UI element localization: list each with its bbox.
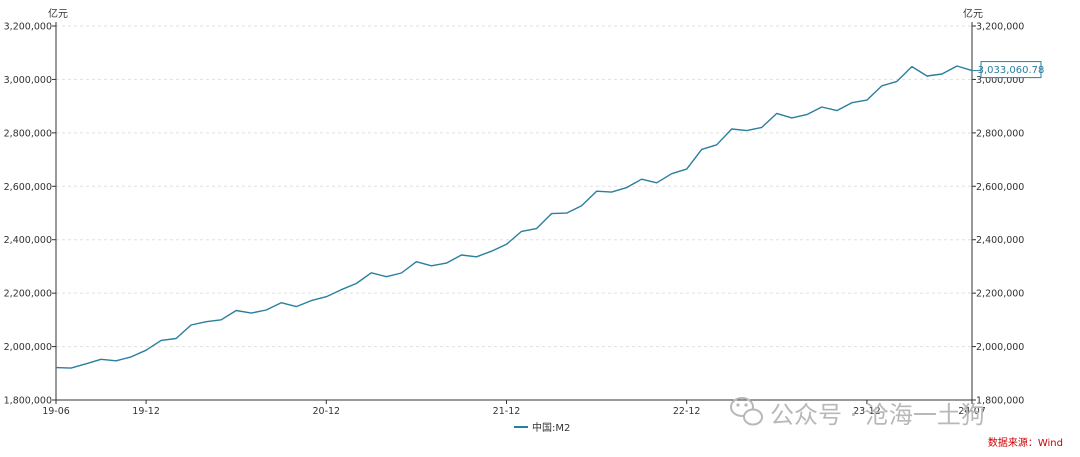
last-value-callout: 3,033,060.78 bbox=[972, 61, 1045, 79]
left-y-tick-label: 1,800,000 bbox=[4, 396, 52, 407]
x-tick-labels: 19-06 19-12 20-12 21-12 22-12 23-12 24-07 bbox=[42, 400, 986, 417]
series-layer bbox=[55, 65, 973, 369]
wechat-icon bbox=[730, 397, 763, 426]
right-y-tick-label: 3,000,000 bbox=[976, 75, 1024, 86]
source-label: 数据来源：Wind bbox=[988, 436, 1063, 449]
x-tick-label: 21-12 bbox=[493, 406, 521, 417]
x-tick-label: 22-12 bbox=[673, 406, 701, 417]
right-y-tick-label: 3,200,000 bbox=[976, 22, 1024, 33]
m2-series-line bbox=[55, 65, 973, 369]
legend: 中国:M2 bbox=[514, 421, 570, 434]
left-y-tick-label: 2,400,000 bbox=[4, 235, 52, 246]
watermark-text: 公众号 · 沧海一土狗 bbox=[770, 401, 985, 429]
left-y-axis-unit: 亿元 bbox=[48, 7, 68, 20]
left-y-tick-label: 2,000,000 bbox=[4, 342, 52, 353]
right-y-tick-label: 2,000,000 bbox=[976, 342, 1024, 353]
right-y-axis-unit: 亿元 bbox=[963, 7, 983, 20]
last-value-box bbox=[980, 61, 1042, 79]
right-y-tick-label: 2,200,000 bbox=[976, 289, 1024, 300]
axes bbox=[55, 22, 973, 401]
left-y-tick-label: 2,600,000 bbox=[4, 182, 52, 193]
x-tick-label: 19-12 bbox=[132, 406, 160, 417]
right-y-tick-label: 2,400,000 bbox=[976, 235, 1024, 246]
right-y-tick-label: 1,800,000 bbox=[976, 396, 1024, 407]
left-y-tick-label: 2,800,000 bbox=[4, 128, 52, 139]
right-y-tick-labels: 1,800,000 2,000,000 2,200,000 2,400,000 2,60… bbox=[976, 22, 1024, 407]
x-tick-label: 20-12 bbox=[312, 406, 340, 417]
right-y-tick-label: 2,800,000 bbox=[976, 128, 1024, 139]
watermark: 公众号 · 沧海一土狗 bbox=[730, 397, 985, 429]
left-y-tick-label: 3,200,000 bbox=[4, 22, 52, 33]
left-y-tick-labels: 1,800,000 2,000,000 2,200,000 2,400,000 2,60… bbox=[4, 22, 52, 407]
left-y-tick-label: 3,000,000 bbox=[4, 75, 52, 86]
x-tick-label: 23-12 bbox=[853, 406, 881, 417]
x-tick-label: 19-06 bbox=[42, 406, 70, 417]
legend-label: 中国:M2 bbox=[532, 421, 570, 434]
x-tick-label: 24-07 bbox=[958, 406, 986, 417]
right-y-tick-label: 2,600,000 bbox=[976, 182, 1024, 193]
grid-lines bbox=[52, 25, 976, 401]
left-y-tick-label: 2,200,000 bbox=[4, 289, 52, 300]
last-value-label: 3,033,060.78 bbox=[978, 65, 1045, 76]
